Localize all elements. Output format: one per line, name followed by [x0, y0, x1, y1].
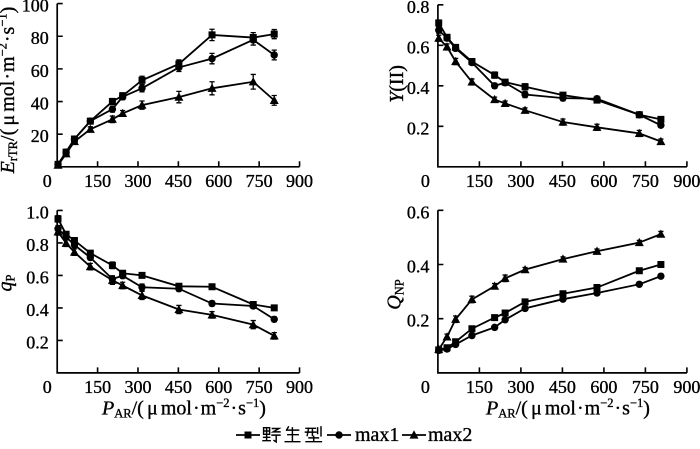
svg-text:900: 900 — [673, 377, 700, 397]
svg-text:750: 750 — [632, 171, 659, 191]
svg-text:0: 0 — [421, 377, 430, 397]
svg-text:max2: max2 — [428, 424, 472, 444]
svg-text:0.4: 0.4 — [26, 300, 49, 320]
svg-text:0.8: 0.8 — [407, 0, 430, 17]
svg-text:0: 0 — [43, 377, 52, 397]
svg-text:450: 450 — [165, 171, 192, 191]
svg-text:80: 80 — [31, 28, 49, 48]
svg-text:600: 600 — [590, 377, 617, 397]
svg-text:0.4: 0.4 — [407, 78, 430, 98]
svg-text:PAR/( μ mol·m−2·s−1): PAR/( μ mol·m−2·s−1) — [485, 396, 650, 421]
svg-text:900: 900 — [286, 171, 313, 191]
svg-text:750: 750 — [632, 377, 659, 397]
svg-text:150: 150 — [466, 377, 493, 397]
svg-text:900: 900 — [673, 171, 700, 191]
svg-text:0.2: 0.2 — [407, 311, 430, 331]
svg-text:750: 750 — [246, 377, 273, 397]
svg-text:150: 150 — [466, 171, 493, 191]
svg-text:QNP: QNP — [384, 279, 407, 309]
svg-text:300: 300 — [507, 171, 534, 191]
svg-text:1.0: 1.0 — [26, 202, 49, 222]
svg-text:450: 450 — [549, 377, 576, 397]
svg-text:450: 450 — [165, 377, 192, 397]
svg-text:100: 100 — [22, 0, 49, 16]
svg-text:PAR/( μ mol·m−2·s−1): PAR/( μ mol·m−2·s−1) — [101, 396, 266, 421]
svg-text:0.8: 0.8 — [26, 235, 49, 255]
svg-text:150: 150 — [84, 377, 111, 397]
svg-text:0.2: 0.2 — [407, 118, 430, 138]
svg-text:600: 600 — [205, 377, 232, 397]
svg-text:150: 150 — [84, 171, 111, 191]
svg-text:0: 0 — [421, 171, 430, 191]
svg-text:600: 600 — [205, 171, 232, 191]
svg-text:ErTR/( μ mol·m−2·s−1): ErTR/( μ mol·m−2·s−1) — [0, 7, 20, 175]
svg-text:0.6: 0.6 — [407, 37, 430, 57]
svg-text:600: 600 — [590, 171, 617, 191]
svg-text:300: 300 — [124, 377, 151, 397]
svg-text:0.6: 0.6 — [407, 202, 430, 222]
svg-text:max1: max1 — [355, 424, 399, 444]
svg-text:0.6: 0.6 — [26, 267, 49, 287]
svg-text:40: 40 — [31, 94, 49, 114]
svg-text:20: 20 — [31, 126, 49, 146]
svg-text:0: 0 — [43, 171, 52, 191]
svg-text:750: 750 — [246, 171, 273, 191]
svg-text:450: 450 — [549, 171, 576, 191]
svg-text:0.4: 0.4 — [407, 257, 430, 277]
svg-text:300: 300 — [507, 377, 534, 397]
svg-text:Y(II): Y(II) — [386, 65, 408, 103]
svg-text:900: 900 — [286, 377, 313, 397]
svg-text:0.2: 0.2 — [26, 332, 49, 352]
svg-text:60: 60 — [31, 61, 49, 81]
svg-text:300: 300 — [124, 171, 151, 191]
svg-text:qP: qP — [0, 274, 18, 291]
